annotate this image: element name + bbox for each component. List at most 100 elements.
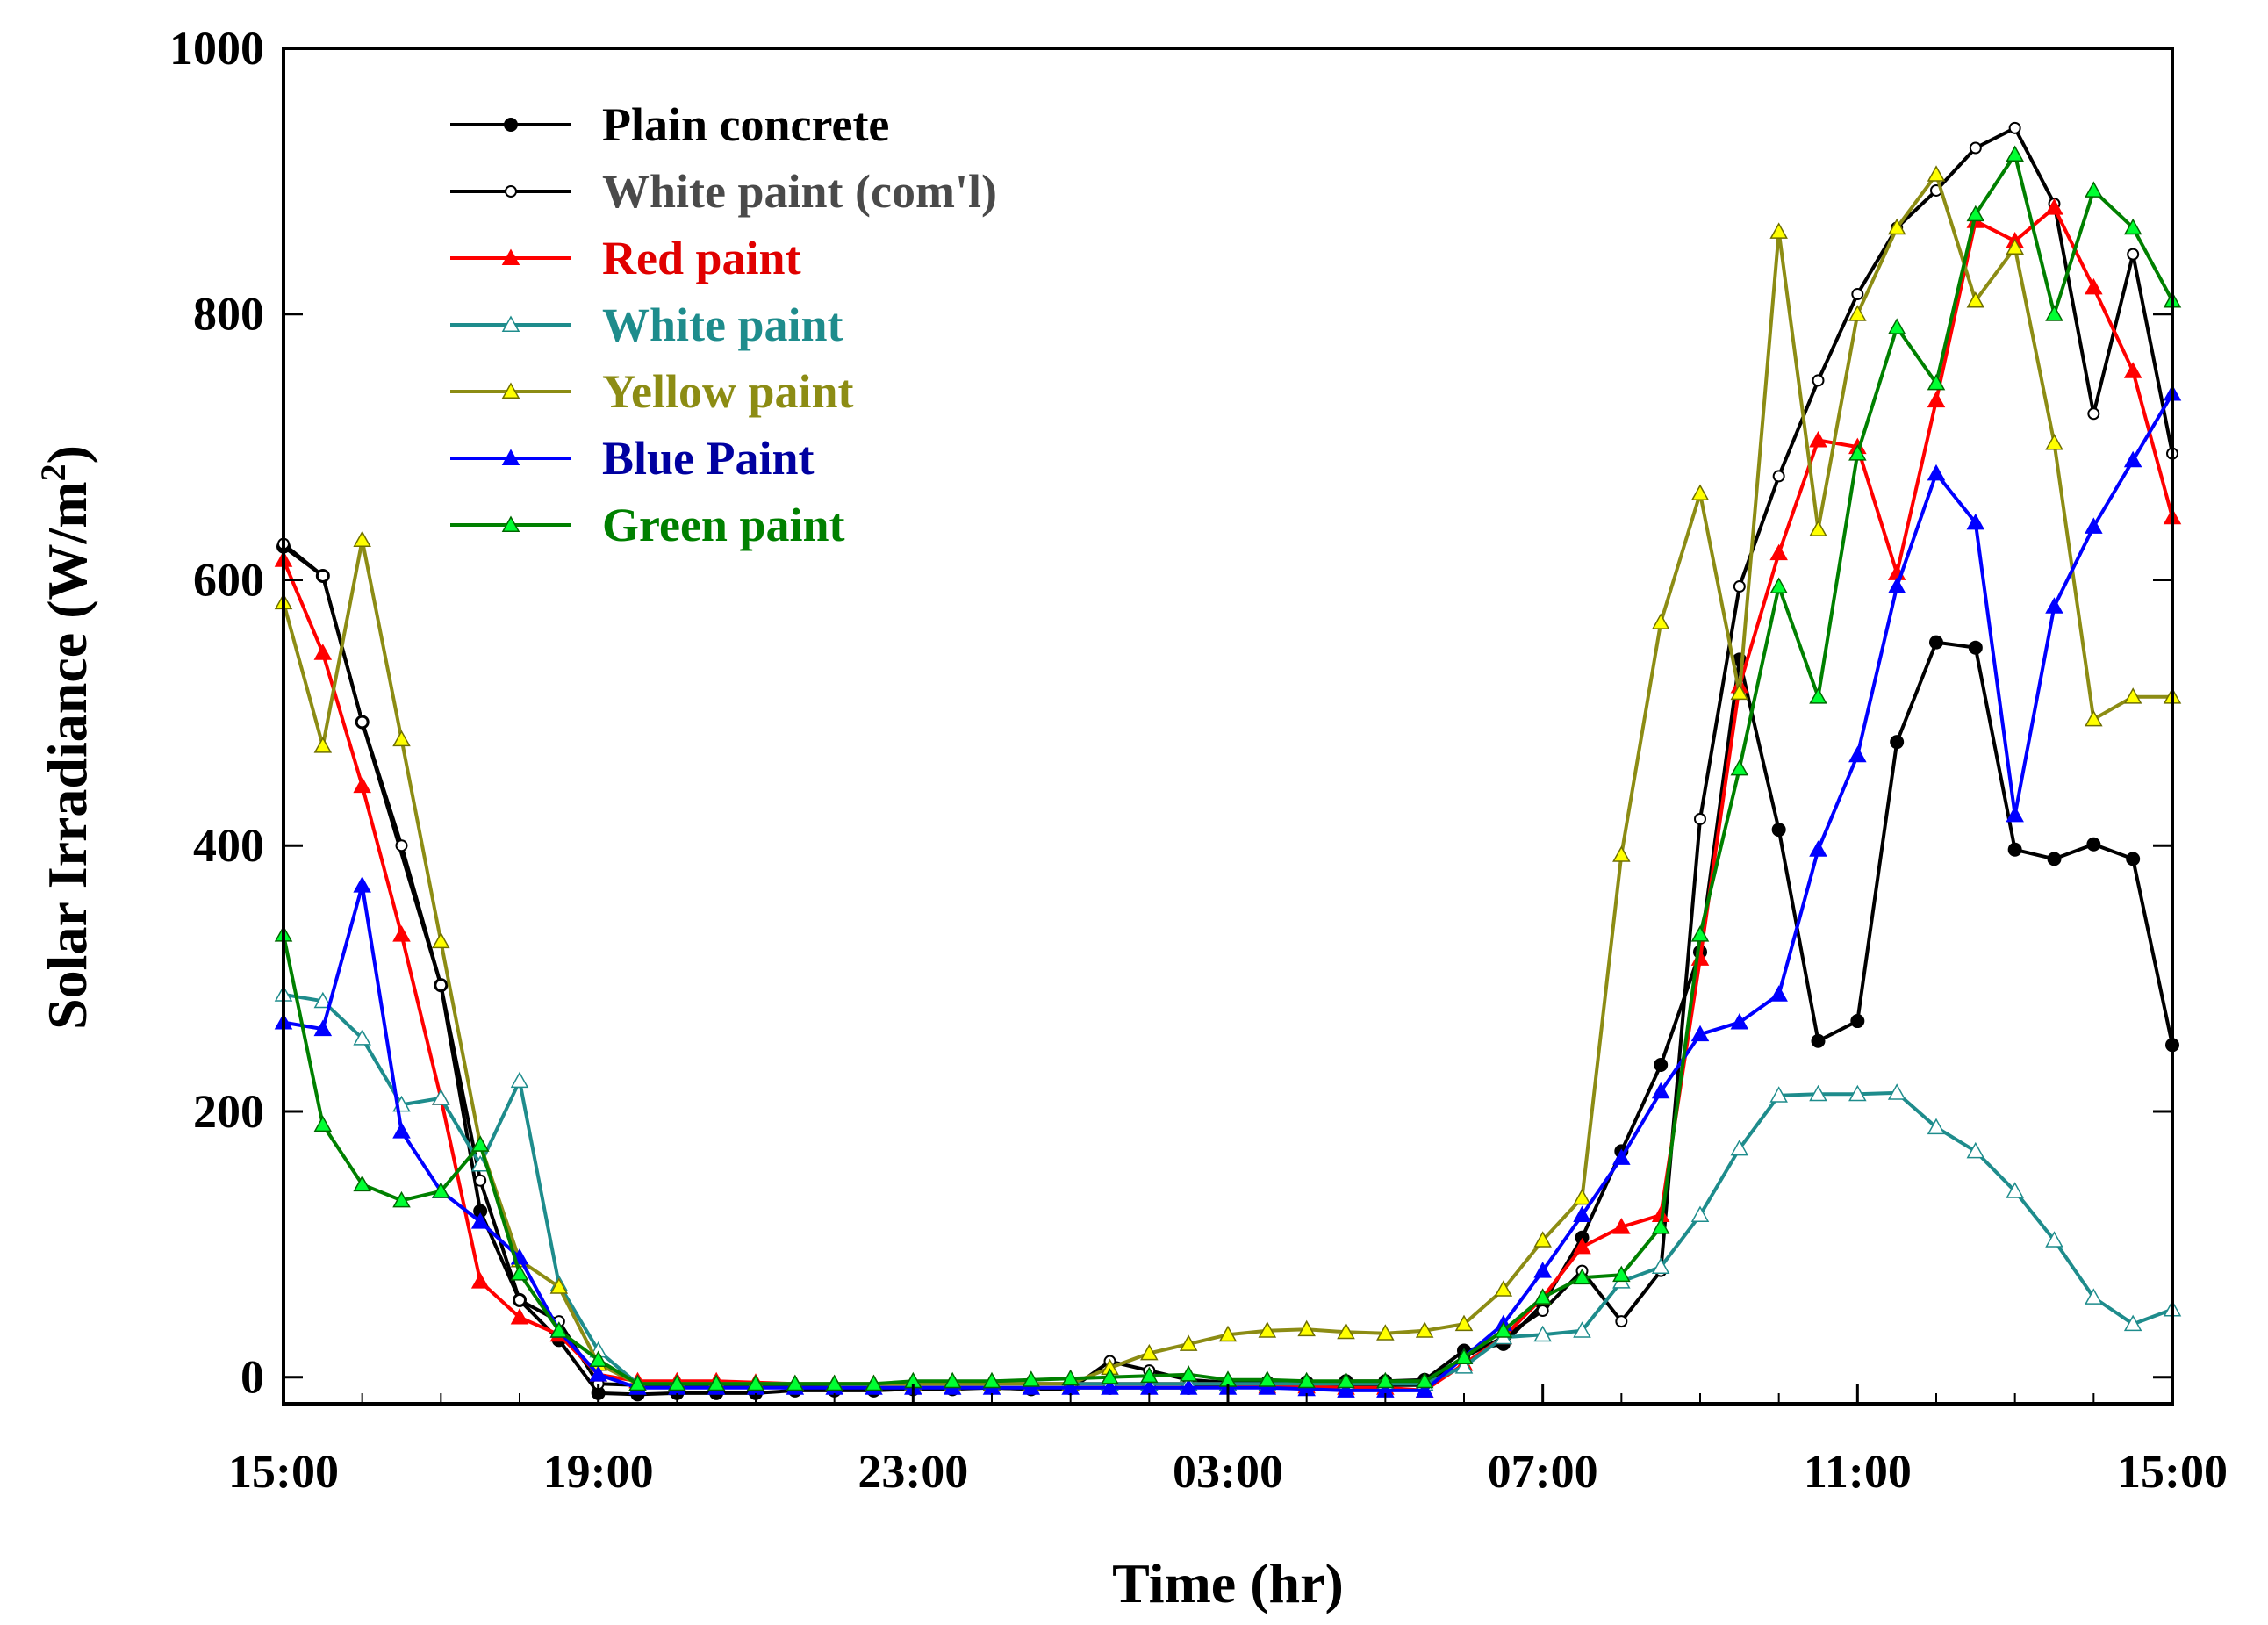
data-point-white-paint xyxy=(510,1071,529,1089)
data-point-blue-paint xyxy=(1769,985,1788,1002)
data-point-green-paint xyxy=(1848,444,1867,461)
x-tick-label: 19:00 xyxy=(543,1445,654,1498)
data-point-plain-concrete xyxy=(1968,640,1983,655)
axes xyxy=(282,47,2174,1406)
data-point-red-paint xyxy=(510,1308,529,1325)
data-point-red-paint xyxy=(1809,431,1827,448)
legend-label-green-paint: Green paint xyxy=(602,499,845,551)
data-point-blue-paint xyxy=(313,1019,333,1037)
data-point-green-paint xyxy=(1258,1370,1277,1387)
data-point-green-paint xyxy=(746,1374,765,1391)
legend-marker-plain-concrete xyxy=(504,118,518,132)
y-tick-label: 600 xyxy=(193,553,264,606)
data-point-white-paint-com-l xyxy=(513,1293,526,1306)
data-point-yellow-paint xyxy=(1690,484,1710,501)
data-point-white-paint xyxy=(1848,1084,1867,1102)
data-point-yellow-paint xyxy=(1337,1322,1355,1340)
data-point-green-paint xyxy=(2006,145,2024,162)
data-point-blue-paint xyxy=(1022,1378,1041,1395)
data-point-blue-paint xyxy=(2123,450,2142,468)
data-point-red-paint xyxy=(1573,1237,1591,1255)
data-point-white-paint xyxy=(2123,1314,2142,1332)
legend-item-blue-paint: Blue Paint xyxy=(450,432,815,485)
series-white-paint-com-l xyxy=(277,121,2178,1396)
data-point-red-paint xyxy=(1612,1218,1631,1234)
data-point-green-paint xyxy=(1022,1370,1041,1387)
data-point-blue-paint xyxy=(1573,1205,1591,1223)
data-point-blue-paint xyxy=(1179,1378,1198,1395)
series-line-white-paint-com-l xyxy=(282,126,2174,1391)
data-point-yellow-paint xyxy=(1415,1321,1434,1338)
data-point-yellow-paint xyxy=(1494,1280,1513,1297)
data-point-yellow-paint xyxy=(1809,520,1827,536)
legend-marker-blue-paint xyxy=(501,449,520,465)
data-point-white-paint xyxy=(1966,1141,1985,1159)
x-tick-label: 23:00 xyxy=(858,1445,968,1498)
legend-item-red-paint: Red paint xyxy=(450,232,801,284)
legend-item-green-paint: Green paint xyxy=(450,499,845,551)
data-point-green-paint xyxy=(786,1374,805,1391)
data-point-yellow-paint xyxy=(392,730,411,747)
data-point-green-paint xyxy=(2123,218,2142,235)
data-point-white-paint xyxy=(2085,1288,2103,1305)
data-point-plain-concrete xyxy=(1811,1033,1826,1048)
data-point-green-paint xyxy=(1690,925,1710,942)
data-point-green-paint xyxy=(943,1371,962,1389)
data-point-green-paint xyxy=(825,1374,843,1391)
data-point-white-paint xyxy=(2006,1182,2024,1198)
data-point-blue-paint xyxy=(353,876,371,893)
data-point-white-paint-com-l xyxy=(434,979,448,992)
data-point-red-paint xyxy=(2045,198,2063,215)
legend-marker-yellow-paint xyxy=(501,382,520,399)
data-point-green-paint xyxy=(1612,1265,1631,1283)
data-point-green-paint xyxy=(982,1371,1001,1389)
legend-item-plain-concrete: Plain concrete xyxy=(450,98,889,151)
data-point-green-paint xyxy=(1651,1218,1670,1234)
data-point-white-paint-com-l xyxy=(2008,121,2021,134)
data-point-yellow-paint xyxy=(1454,1314,1474,1332)
data-point-white-paint xyxy=(1533,1325,1552,1342)
data-point-green-paint xyxy=(510,1264,529,1281)
data-point-white-paint-com-l xyxy=(1694,812,1706,825)
data-point-yellow-paint xyxy=(1376,1324,1395,1341)
legend-label-white-paint-com-l: White paint (com'l) xyxy=(602,165,997,218)
data-point-blue-paint xyxy=(1730,1013,1749,1030)
data-point-red-paint xyxy=(392,925,411,942)
data-point-blue-paint xyxy=(1690,1025,1710,1042)
x-tick-label: 03:00 xyxy=(1173,1445,1283,1498)
data-point-yellow-paint xyxy=(549,1277,569,1294)
data-point-white-paint-com-l xyxy=(2127,248,2140,261)
data-point-white-paint-com-l xyxy=(1733,580,1746,593)
legend-marker-white-paint-com-l xyxy=(505,185,517,198)
data-point-green-paint xyxy=(1061,1369,1080,1386)
data-point-white-paint xyxy=(1690,1205,1710,1223)
data-point-white-paint xyxy=(432,1089,450,1105)
data-point-green-paint xyxy=(470,1135,490,1152)
series-lines xyxy=(274,121,2182,1402)
plot-frame xyxy=(282,47,2174,1406)
data-point-blue-paint xyxy=(1927,464,1946,481)
data-point-green-paint xyxy=(313,1115,333,1132)
data-point-blue-paint xyxy=(2085,517,2103,534)
data-point-plain-concrete xyxy=(1654,1058,1669,1072)
data-point-green-paint xyxy=(1454,1348,1474,1364)
data-point-yellow-paint xyxy=(1140,1343,1159,1361)
data-point-green-paint xyxy=(1887,318,1906,334)
data-point-yellow-paint xyxy=(2045,434,2063,450)
y-axis-title: Solar Irradiance (W/m2) xyxy=(33,445,98,1030)
y-axis-title-close: ) xyxy=(36,445,98,464)
data-point-green-paint xyxy=(668,1374,686,1391)
data-point-green-paint xyxy=(1337,1371,1355,1389)
data-point-white-paint xyxy=(1651,1257,1670,1275)
data-point-blue-paint xyxy=(2006,805,2024,823)
y-axis-title-superscript: 2 xyxy=(33,464,73,481)
data-point-green-paint xyxy=(1966,205,1985,222)
data-point-blue-paint xyxy=(1966,513,1985,530)
data-point-plain-concrete xyxy=(1929,635,1943,650)
data-point-white-paint-com-l xyxy=(1772,470,1785,483)
data-point-yellow-paint xyxy=(2123,687,2142,704)
data-point-white-paint-com-l xyxy=(316,569,329,582)
data-point-blue-paint xyxy=(1533,1262,1552,1278)
data-point-green-paint xyxy=(1769,577,1788,594)
data-point-yellow-paint xyxy=(1966,291,1985,308)
